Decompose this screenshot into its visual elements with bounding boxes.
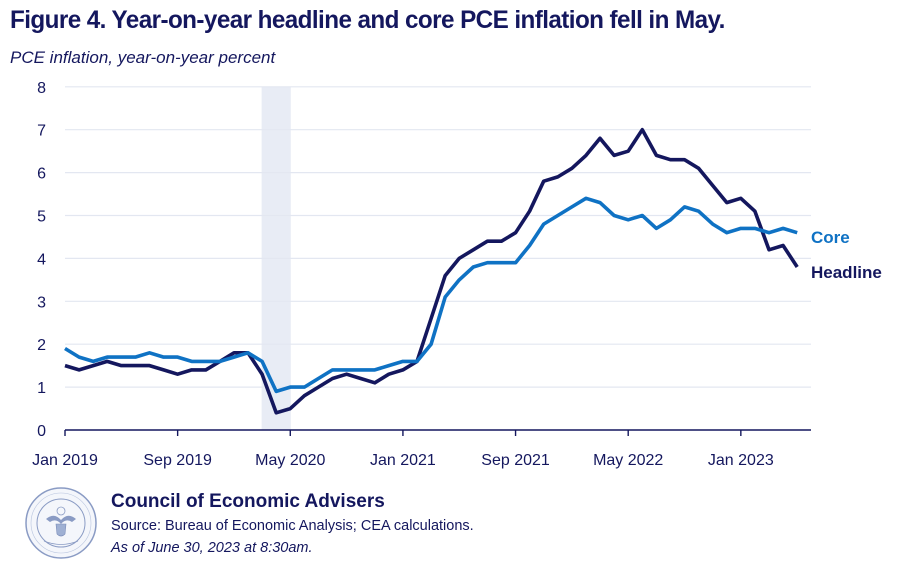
x-tick-label: May 2022	[593, 452, 663, 469]
y-tick-label: 6	[37, 166, 46, 183]
x-axis-tick-labels: Jan 2019 Sep 2019 May 2020 Jan 2021 Sep 2021…	[32, 452, 774, 469]
y-tick-label: 7	[37, 123, 46, 140]
series-line-core	[64, 196, 798, 394]
presidential-seal-icon	[25, 487, 97, 559]
footer-source: Source: Bureau of Economic Analysis; CEA…	[111, 518, 474, 534]
y-tick-label: 0	[37, 423, 46, 440]
x-axis	[64, 429, 811, 436]
y-axis-tick-labels: 0 1 2 3 4 5 6 7 8	[37, 80, 46, 440]
x-tick-label: Sep 2021	[481, 452, 550, 469]
y-tick-label: 5	[37, 209, 46, 226]
series-lines	[64, 127, 799, 415]
footer-organization: Council of Economic Advisers	[111, 491, 385, 512]
y-tick-label: 3	[37, 294, 46, 311]
x-tick-label: Jan 2019	[32, 452, 98, 469]
series-labels: Core Headline	[811, 228, 882, 282]
y-tick-label: 1	[37, 380, 46, 397]
x-tick-label: Sep 2019	[143, 452, 212, 469]
x-tick-label: Jan 2023	[708, 452, 774, 469]
series-line-headline	[64, 127, 799, 415]
chart-title: Figure 4. Year-on-year headline and core…	[10, 6, 725, 34]
chart-subtitle: PCE inflation, year-on-year percent	[10, 48, 276, 67]
x-tick-label: May 2020	[255, 452, 325, 469]
y-tick-label: 2	[37, 337, 46, 354]
footer-as-of-date: As of June 30, 2023 at 8:30am.	[111, 540, 313, 556]
y-tick-label: 8	[37, 80, 46, 97]
x-tick-label: Jan 2021	[370, 452, 436, 469]
series-label-core: Core	[811, 228, 850, 247]
series-label-headline: Headline	[811, 263, 882, 282]
gridlines	[65, 86, 811, 388]
y-tick-label: 4	[37, 251, 46, 268]
